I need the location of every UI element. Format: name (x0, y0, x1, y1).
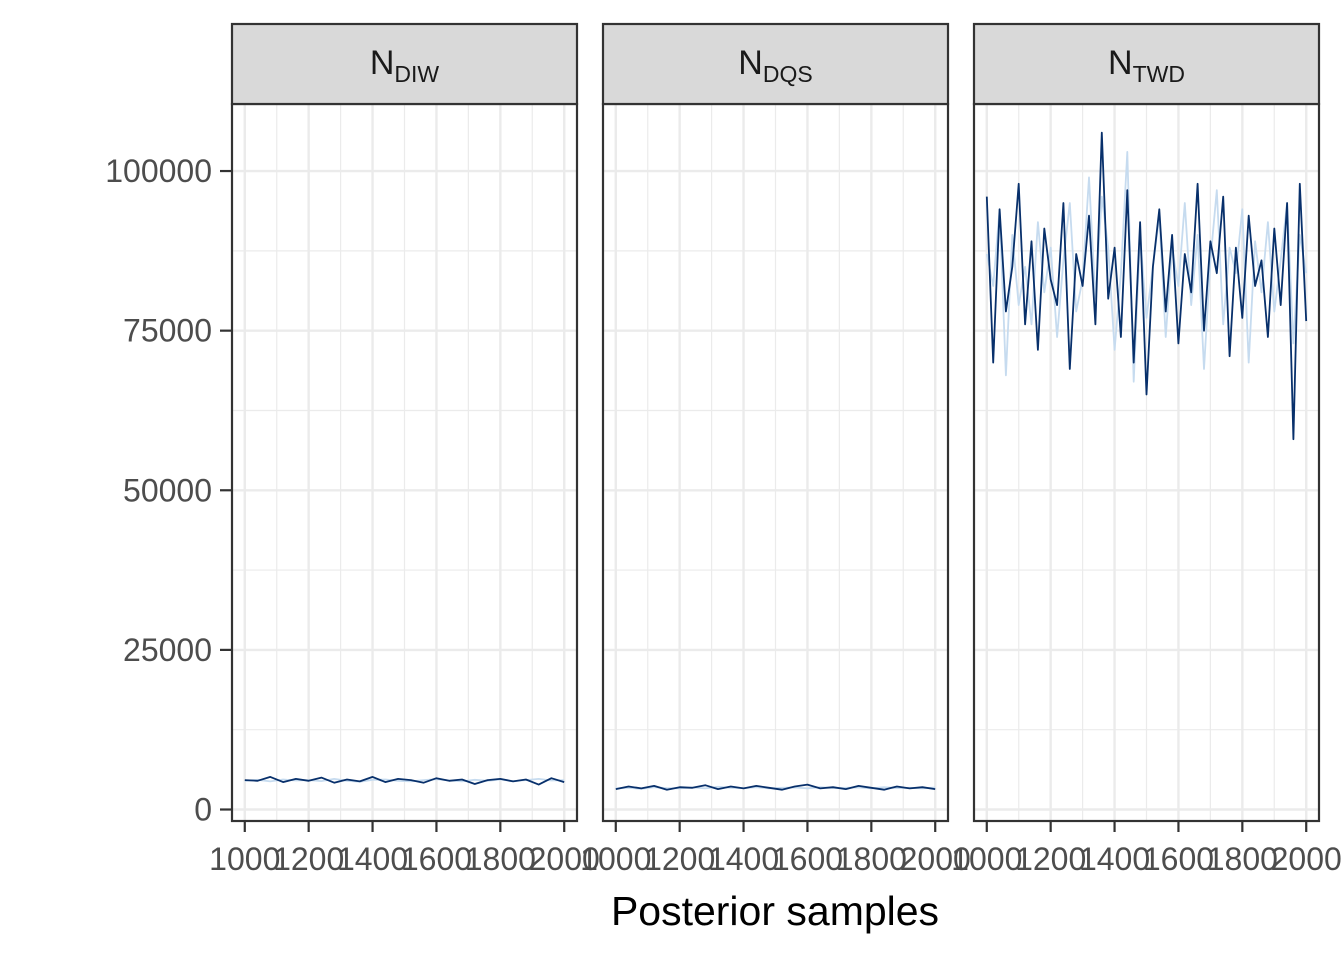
strip-label-subscript: DIW (394, 61, 439, 87)
x-tick-label: 1400 (337, 841, 408, 877)
y-tick-label: 25000 (123, 632, 212, 668)
x-tick-label: 1800 (465, 841, 536, 877)
x-tick-label: 1400 (1079, 841, 1150, 877)
series-line-chain-2 (985, 131, 1308, 441)
x-tick-label: 1600 (401, 841, 472, 877)
x-tick-label: 1600 (772, 841, 843, 877)
strip-label-subscript: DQS (763, 61, 813, 87)
strip-label-subscript: TWD (1133, 61, 1185, 87)
x-tick-label: 1400 (708, 841, 779, 877)
facet-strip-label: NDQS (738, 44, 812, 87)
x-tick-label: 2000 (900, 841, 971, 877)
facet-strip (972, 22, 1321, 106)
x-tick-label: 1000 (209, 841, 280, 877)
series-line-chain-2 (244, 776, 565, 786)
y-tick-label: 75000 (123, 313, 212, 349)
facet-strip-label: NDIW (370, 44, 440, 87)
x-tick-label: 1800 (1207, 841, 1278, 877)
strip-label-main: N (1108, 44, 1133, 82)
x-tick-label: 1000 (951, 841, 1022, 877)
facet-strip (601, 22, 950, 106)
y-tick-label: 100000 (105, 153, 212, 189)
x-tick-label: 1200 (1015, 841, 1086, 877)
strip-label-main: N (738, 44, 763, 82)
y-tick-label: 0 (194, 792, 212, 828)
x-tick-label: 1600 (1143, 841, 1214, 877)
x-tick-label: 1000 (580, 841, 651, 877)
x-axis-title: Posterior samples (611, 888, 939, 934)
series-line-chain-1 (985, 150, 1308, 383)
facet-strip (230, 22, 579, 106)
x-tick-label: 2000 (529, 841, 600, 877)
x-tick-label: 1200 (273, 841, 344, 877)
facet-strip-label: NTWD (1108, 44, 1185, 87)
x-tick-label: 1800 (836, 841, 907, 877)
x-tick-label: 2000 (1271, 841, 1342, 877)
series-line-chain-2 (615, 783, 936, 791)
y-tick-label: 50000 (123, 472, 212, 508)
strip-label-main: N (370, 44, 395, 82)
x-tick-label: 1200 (644, 841, 715, 877)
